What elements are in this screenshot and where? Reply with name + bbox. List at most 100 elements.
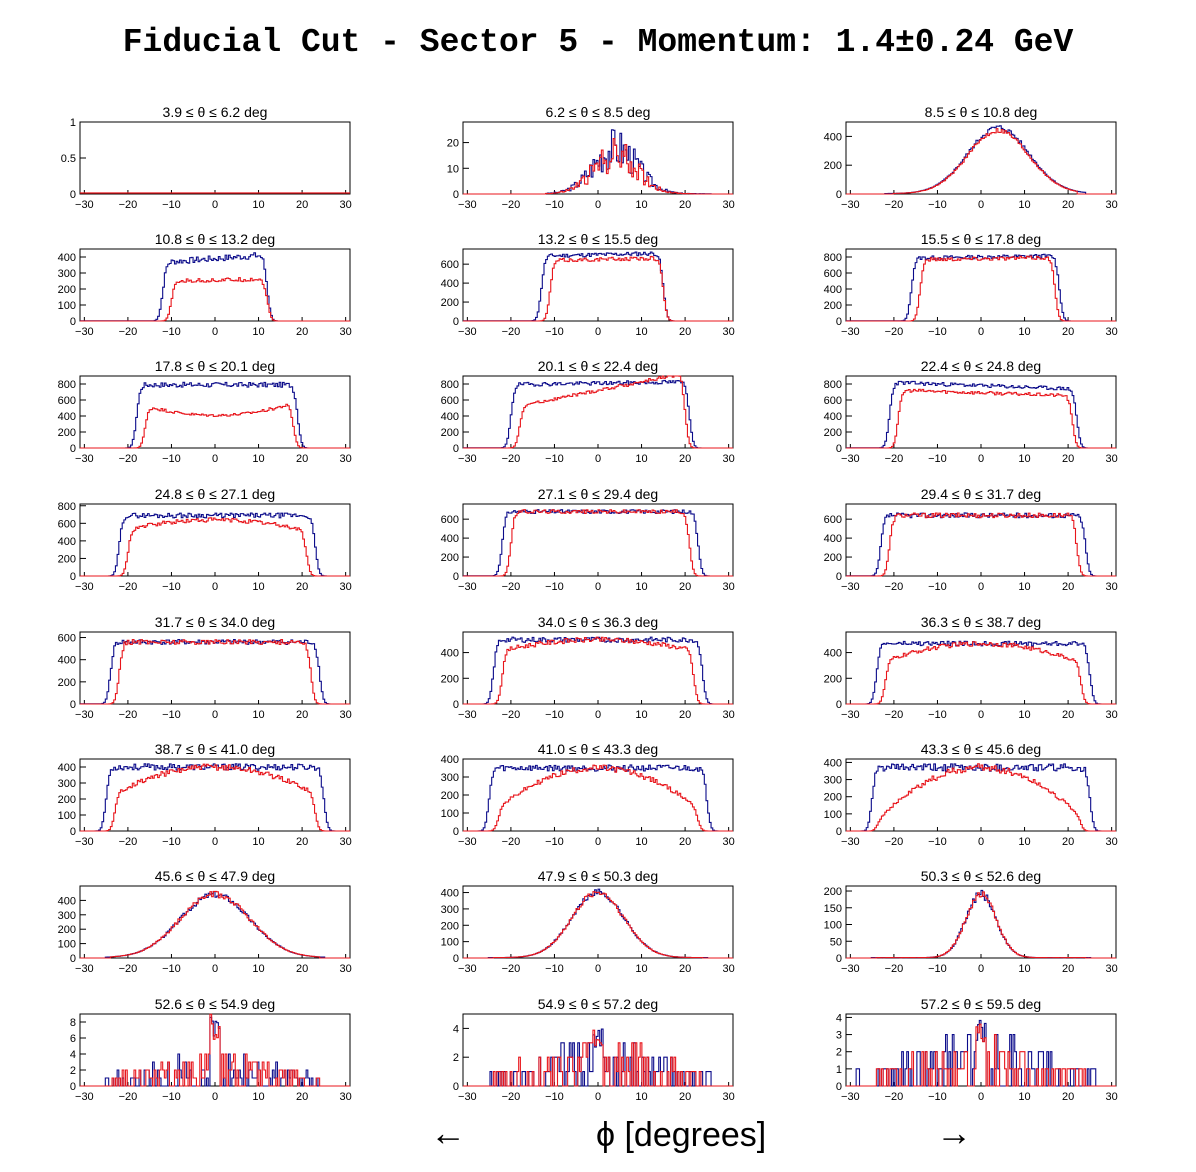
panel-title: 24.8 ≤ θ ≤ 27.1 deg	[155, 486, 275, 502]
y-tick-label: 0	[70, 953, 76, 965]
red-series-line	[846, 512, 1116, 577]
red-series-line	[463, 255, 733, 322]
y-tick-label: 600	[58, 395, 76, 407]
y-tick-label: 0	[70, 699, 76, 711]
x-tick-label: −20	[885, 709, 904, 721]
x-tick-label: −30	[458, 709, 477, 721]
x-tick-label: −20	[502, 199, 521, 211]
x-tick-label: −20	[502, 836, 521, 848]
y-tick-label: 0	[453, 699, 459, 711]
x-tick-label: 30	[1106, 326, 1118, 338]
x-tick-label: 30	[340, 1091, 352, 1103]
y-tick-label: 400	[58, 762, 76, 774]
x-tick-label: 30	[340, 326, 352, 338]
histogram-panel: 13.2 ≤ θ ≤ 15.5 deg −30 −20 −10 0 10 20 30 0 200 4…	[441, 231, 735, 338]
y-tick-label: 0	[70, 316, 76, 328]
histogram-panel: 43.3 ≤ θ ≤ 45.6 deg−30 −20 −10 0 10 20 3001002…	[824, 741, 1118, 848]
y-tick-label: 200	[824, 300, 842, 312]
x-tick-label: 10	[252, 199, 264, 211]
x-tick-label: 0	[978, 199, 984, 211]
y-tick-label: 200	[441, 790, 459, 802]
x-tick-label: 10	[1018, 836, 1030, 848]
x-tick-label: 10	[1018, 963, 1030, 975]
x-tick-label: 20	[679, 199, 691, 211]
x-tick-label: 30	[723, 453, 735, 465]
blue-series-line	[80, 638, 350, 705]
x-tick-label: −20	[119, 581, 138, 593]
y-tick-label: 4	[453, 1023, 459, 1035]
panel-title: 50.3 ≤ θ ≤ 52.6 deg	[921, 868, 1041, 884]
panel-title: 6.2 ≤ θ ≤ 8.5 deg	[546, 104, 651, 120]
x-tick-label: 20	[679, 453, 691, 465]
x-tick-label: −20	[119, 836, 138, 848]
y-tick-label: 8	[70, 1017, 76, 1029]
x-tick-label: 30	[1106, 1091, 1118, 1103]
y-tick-label: 600	[441, 395, 459, 407]
x-tick-label: 20	[296, 199, 308, 211]
x-tick-label: −10	[545, 199, 564, 211]
y-tick-label: 600	[824, 514, 842, 526]
x-tick-label: −20	[119, 1091, 138, 1103]
x-tick-label: 20	[1062, 326, 1074, 338]
x-tick-label: −10	[928, 709, 947, 721]
y-tick-label: 150	[824, 903, 842, 915]
plot-frame	[462, 885, 734, 959]
x-tick-label: −10	[162, 453, 181, 465]
histogram-panel: 20.1 ≤ θ ≤ 22.4 deg −30 −20 −10 0 10 20 30 0 200 4…	[441, 358, 735, 465]
y-tick-label: 0	[836, 189, 842, 201]
y-tick-label: 300	[58, 778, 76, 790]
x-tick-label: −30	[458, 963, 477, 975]
x-tick-label: 30	[340, 963, 352, 975]
x-tick-label: −10	[545, 1091, 564, 1103]
panel-title: 54.9 ≤ θ ≤ 57.2 deg	[538, 996, 658, 1012]
y-tick-label: 6	[70, 1033, 76, 1045]
x-tick-label: 30	[1106, 581, 1118, 593]
x-tick-label: −20	[502, 1091, 521, 1103]
y-tick-label: 400	[58, 411, 76, 423]
y-tick-label: 0	[70, 826, 76, 838]
y-tick-label: 0	[453, 953, 459, 965]
panel-title: 29.4 ≤ θ ≤ 31.7 deg	[921, 486, 1041, 502]
x-tick-label: 30	[1106, 709, 1118, 721]
blue-series-line	[846, 763, 1116, 832]
y-tick-label: 0	[70, 571, 76, 583]
blue-series-line	[463, 888, 733, 959]
x-tick-label: 10	[635, 1091, 647, 1103]
x-tick-label: −20	[119, 199, 138, 211]
x-tick-label: 20	[296, 709, 308, 721]
x-tick-label: −10	[545, 836, 564, 848]
histogram-panel: 47.9 ≤ θ ≤ 50.3 deg−30 −20 −10 0 10 20 3001002…	[441, 868, 735, 975]
red-series-line	[80, 277, 350, 322]
x-tick-label: 10	[1018, 453, 1030, 465]
panel-title: 17.8 ≤ θ ≤ 20.1 deg	[155, 358, 275, 374]
x-tick-label: 10	[635, 581, 647, 593]
x-tick-label: 10	[635, 453, 647, 465]
panel-title: 41.0 ≤ θ ≤ 43.3 deg	[538, 741, 658, 757]
x-tick-label: −30	[841, 326, 860, 338]
y-tick-label: 400	[58, 655, 76, 667]
x-tick-label: −10	[928, 326, 947, 338]
y-tick-label: 800	[58, 379, 76, 391]
x-tick-label: 20	[1062, 709, 1074, 721]
y-tick-label: 100	[441, 937, 459, 949]
y-tick-label: 200	[824, 552, 842, 564]
blue-series-line	[80, 512, 350, 577]
y-tick-label: 400	[58, 895, 76, 907]
histogram-panel: 29.4 ≤ θ ≤ 31.7 deg −30 −20 −10 0 10 20 30 0 200 4…	[824, 486, 1118, 593]
panel-title: 43.3 ≤ θ ≤ 45.6 deg	[921, 741, 1041, 757]
histogram-panel: 15.5 ≤ θ ≤ 17.8 deg −30 −20 −10 0 10 20 30 0 200 4…	[824, 231, 1118, 338]
y-tick-label: 0	[453, 1081, 459, 1093]
y-tick-label: 200	[824, 673, 842, 685]
x-tick-label: −30	[458, 836, 477, 848]
histogram-panel: 50.3 ≤ θ ≤ 52.6 deg −30 −20 −10 0 10 20 30 0 50 10…	[824, 868, 1118, 975]
blue-series-line	[80, 381, 350, 449]
x-tick-label: −10	[545, 581, 564, 593]
blue-series-line	[80, 763, 350, 832]
x-tick-label: 10	[635, 709, 647, 721]
x-tick-label: 30	[1106, 199, 1118, 211]
x-tick-label: 10	[1018, 326, 1030, 338]
x-tick-label: −10	[928, 199, 947, 211]
panel-title: 22.4 ≤ θ ≤ 24.8 deg	[921, 358, 1041, 374]
y-tick-label: 0	[70, 443, 76, 455]
x-tick-label: −30	[841, 199, 860, 211]
